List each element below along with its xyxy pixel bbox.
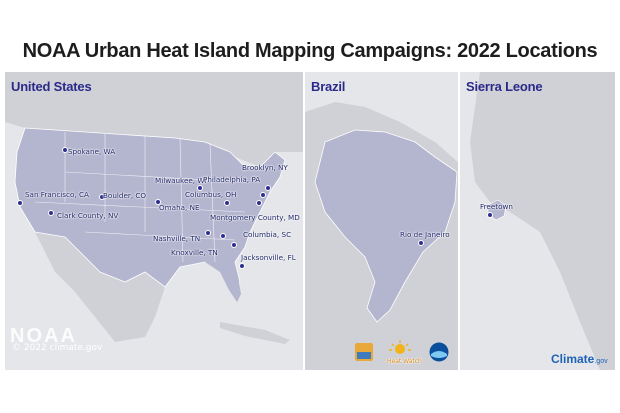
climate-suffix-text: .gov [594, 358, 608, 365]
state-borders [34, 132, 246, 263]
label-brazil: Brazil [311, 79, 346, 94]
marker-rio-de-janeiro[interactable] [418, 240, 424, 246]
label-united-states: United States [11, 79, 92, 94]
panel-united-states: United States Spokane, WA San Francisco,… [5, 72, 303, 370]
heat-watch-logo-text: Heat Watch [387, 358, 422, 365]
copyright-credit: © 2022 climate.gov [12, 343, 103, 353]
brazil-map-svg [305, 102, 458, 370]
climate-gov-logo[interactable]: Climate.gov [551, 352, 608, 366]
marker-columbia-sc[interactable] [231, 242, 237, 248]
city-label-freetown[interactable]: Freetown [480, 202, 513, 211]
city-label-san-francisco[interactable]: San Francisco, CA [25, 190, 89, 199]
noaa-logo [429, 342, 449, 362]
marker-freetown[interactable] [487, 212, 493, 218]
city-label-columbia-sc[interactable]: Columbia, SC [243, 230, 292, 239]
city-label-clark-county[interactable]: Clark County, NV [57, 211, 119, 220]
noaa-watermark: NOAA [10, 325, 77, 347]
panel-sierra-leone: Sierra Leone Freetown [460, 72, 615, 370]
africa-landmass [470, 72, 615, 370]
city-label-nashville[interactable]: Nashville, TN [153, 234, 201, 243]
us-map-svg [5, 72, 303, 344]
panel-brazil: Brazil Rio de Janeiro Heat Watch [305, 72, 458, 370]
city-label-knoxville[interactable]: Knoxville, TN [171, 248, 218, 257]
canada-landmass [5, 72, 303, 167]
city-label-spokane[interactable]: Spokane, WA [68, 147, 116, 156]
marker-philadelphia[interactable] [260, 192, 266, 198]
marker-spokane[interactable] [62, 147, 68, 153]
city-label-columbus-oh[interactable]: Columbus, OH [185, 190, 237, 199]
marker-omaha[interactable] [155, 199, 161, 205]
brazil-landmass [314, 129, 458, 323]
city-label-brooklyn[interactable]: Brooklyn, NY [242, 163, 288, 172]
marker-milwaukee[interactable] [197, 185, 203, 191]
marker-columbus-oh[interactable] [224, 200, 230, 206]
city-label-jacksonville[interactable]: Jacksonville, FL [241, 253, 296, 262]
city-label-omaha[interactable]: Omaha, NE [159, 203, 200, 212]
city-label-montgomery-county[interactable]: Montgomery County, MD [210, 213, 300, 222]
marker-boulder[interactable] [99, 194, 105, 200]
map-title: NOAA Urban Heat Island Mapping Campaigns… [22, 40, 598, 62]
marker-nashville[interactable] [205, 230, 211, 236]
africa-map-svg [470, 72, 615, 370]
marker-jacksonville[interactable] [239, 263, 245, 269]
marker-clark-county[interactable] [48, 210, 54, 216]
nihhis-logo [355, 343, 373, 361]
cuba-landmass [220, 322, 290, 344]
city-label-boulder[interactable]: Boulder, CO [103, 191, 147, 200]
heat-watch-logo [389, 340, 411, 354]
marker-san-francisco[interactable] [17, 200, 23, 206]
marker-montgomery-county[interactable] [256, 200, 262, 206]
marker-knoxville[interactable] [220, 233, 226, 239]
city-label-rio-de-janeiro[interactable]: Rio de Janeiro [400, 230, 450, 239]
label-sierra-leone: Sierra Leone [466, 79, 543, 94]
city-label-philadelphia[interactable]: Philadelphia, PA [203, 175, 261, 184]
florida [205, 260, 241, 302]
marker-brooklyn[interactable] [265, 185, 271, 191]
city-label-milwaukee[interactable]: Milwaukee, WI [155, 176, 207, 185]
climate-brand-text: Climate [551, 352, 595, 366]
mexico-landmass [35, 232, 165, 342]
